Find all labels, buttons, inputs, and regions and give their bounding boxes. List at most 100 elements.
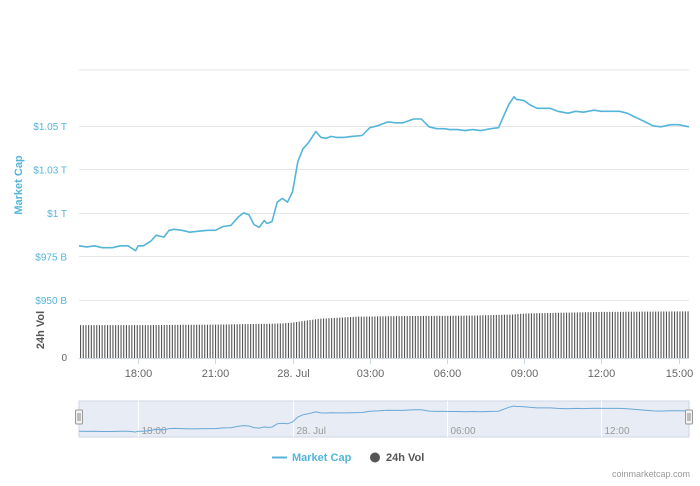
volume-bar [525,313,527,358]
volume-bar [185,324,187,358]
volume-bar [449,315,451,358]
volume-bar [350,317,352,358]
volume-bar [406,316,408,358]
volume-bar [476,315,478,358]
volume-bar [633,311,635,358]
volume-bar [171,324,173,358]
volume-bar [355,316,357,358]
volume-bar [485,315,487,358]
volume-bar [458,315,460,358]
volume-bar [536,313,538,358]
volume-bar [339,317,341,358]
volume-bar [293,322,295,358]
volume-bar [120,325,122,358]
volume-bar [601,311,603,358]
volume-bar [539,313,541,358]
navigator-handle-right[interactable] [685,409,693,425]
navigator-window[interactable] [78,400,690,438]
volume-bar [341,317,343,358]
volume-bar [647,311,649,358]
x-tick-label: 15:00 [666,368,694,380]
volume-bar [636,311,638,358]
volume-bar [360,316,362,358]
volume-bar [520,313,522,358]
volume-bar [217,324,219,358]
volume-bar [490,315,492,358]
volume-bar [142,325,144,358]
volume-bar [269,323,271,358]
volume-bar [296,322,298,358]
volume-bar [420,316,422,358]
volume-bar [582,312,584,358]
volume-bar [622,311,624,358]
volume-bar [495,315,497,358]
legend-label-24h-vol[interactable]: 24h Vol [386,452,424,464]
volume-bar [358,316,360,358]
volume-bar [242,324,244,358]
volume-bar [501,314,503,358]
volume-bar [366,316,368,358]
volume-bar [220,324,222,358]
x-tick-label: 03:00 [357,368,385,380]
volume-bar [306,320,308,358]
volume-bar [244,324,246,358]
volume-bar [460,315,462,358]
volume-bar [382,316,384,358]
volume-bar [385,316,387,358]
navigator-handle-left[interactable] [75,409,83,425]
volume-bar [314,319,316,358]
volume-bar [606,311,608,358]
volume-bar [274,323,276,358]
volume-bar [263,323,265,358]
volume-bar [190,324,192,358]
x-tick-label: 21:00 [202,368,230,380]
volume-bar [139,325,141,358]
volume-bar [566,312,568,358]
volume-bar [179,324,181,358]
volume-bar [649,311,651,358]
y-tick-label: $1.05 T [33,122,67,133]
volume-bar [687,311,689,358]
volume-bar [182,324,184,358]
volume-bar [557,312,559,358]
volume-bar [101,325,103,358]
volume-bar [309,320,311,358]
volume-bar [611,311,613,358]
volume-bar [676,311,678,358]
volume-bar [493,315,495,358]
volume-bar [225,324,227,358]
volume-bar [571,312,573,358]
x-tick-label: 18:00 [125,368,153,380]
volume-bar [447,315,449,358]
market-cap-line [78,95,690,252]
volume-bar [390,316,392,358]
volume-bar [682,311,684,358]
volume-bar [209,324,211,358]
volume-bar [398,316,400,358]
volume-bar [188,324,190,358]
volume-bar [471,315,473,358]
volume-bar [555,312,557,358]
volume-bar [598,312,600,358]
volume-bar [614,311,616,358]
volume-axis-title: 24h Vol [35,311,47,349]
legend-label-market-cap[interactable]: Market Cap [292,452,352,464]
y-tick-label: $1.03 T [33,165,67,176]
credit-link[interactable]: coinmarketcap.com [612,469,690,479]
volume-bar [574,312,576,358]
volume-bar [285,323,287,358]
volume-bar [638,311,640,358]
volume-bar [325,318,327,358]
navigator-label: 18:00 [142,426,167,437]
volume-bar [258,323,260,358]
volume-bar [290,322,292,358]
volume-bar [541,313,543,358]
volume-bar [657,311,659,358]
volume-bar [439,315,441,358]
volume-bar [174,324,176,358]
volume-bar [644,311,646,358]
volume-bar [379,316,381,358]
volume-bar [163,325,165,358]
volume-bar [88,325,90,358]
